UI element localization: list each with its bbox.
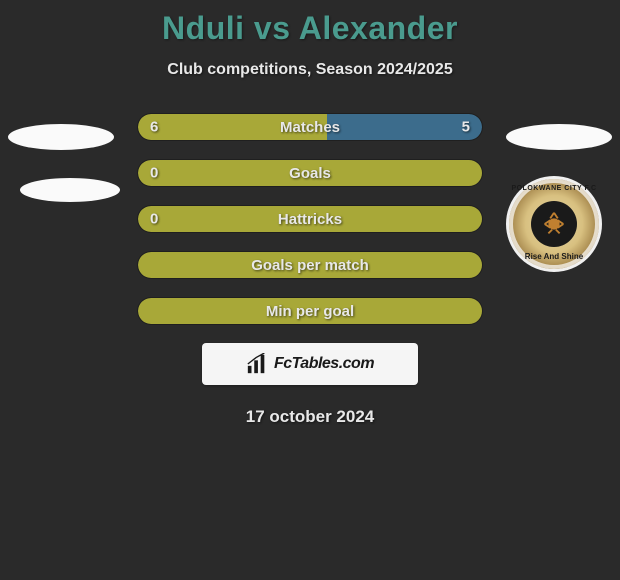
- stat-label: Matches: [138, 114, 482, 140]
- stat-row: 0Goals: [137, 159, 483, 187]
- stat-label: Hattricks: [138, 206, 482, 232]
- branding-text: FcTables.com: [274, 355, 374, 373]
- stat-label: Min per goal: [138, 298, 482, 324]
- branding-logo: FcTables.com: [202, 343, 418, 385]
- stat-label: Goals per match: [138, 252, 482, 278]
- stat-row: 0Hattricks: [137, 205, 483, 233]
- date-text: 17 october 2024: [0, 407, 620, 427]
- stat-row: 65Matches: [137, 113, 483, 141]
- stat-row: Min per goal: [137, 297, 483, 325]
- bars-icon: [246, 353, 268, 375]
- stat-label: Goals: [138, 160, 482, 186]
- page-title: Nduli vs Alexander: [0, 0, 620, 47]
- stats-container: 65Matches 0Goals 0Hattricks Goals per match…: [0, 113, 620, 325]
- stat-row: Goals per match: [137, 251, 483, 279]
- page-subtitle: Club competitions, Season 2024/2025: [0, 61, 620, 79]
